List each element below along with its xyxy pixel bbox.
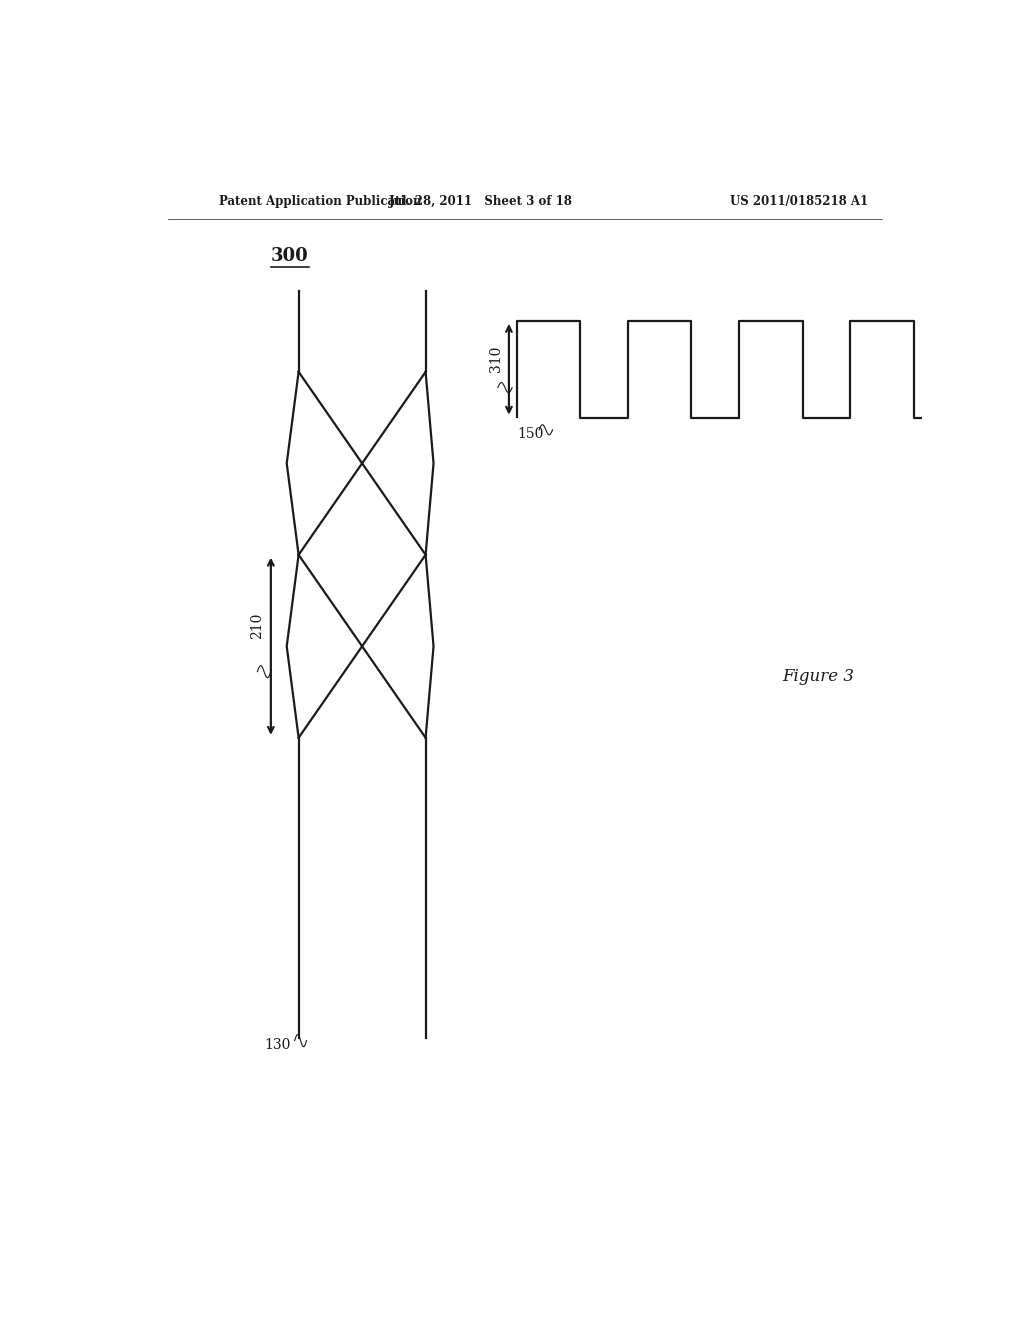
Text: 150: 150: [517, 426, 544, 441]
Text: Patent Application Publication: Patent Application Publication: [219, 194, 422, 207]
Text: 310: 310: [488, 346, 503, 372]
Text: 130: 130: [264, 1038, 291, 1052]
Text: US 2011/0185218 A1: US 2011/0185218 A1: [729, 194, 867, 207]
Text: Figure 3: Figure 3: [782, 668, 854, 685]
Text: 210: 210: [251, 612, 264, 639]
Text: 300: 300: [270, 247, 308, 265]
Text: Jul. 28, 2011   Sheet 3 of 18: Jul. 28, 2011 Sheet 3 of 18: [389, 194, 573, 207]
